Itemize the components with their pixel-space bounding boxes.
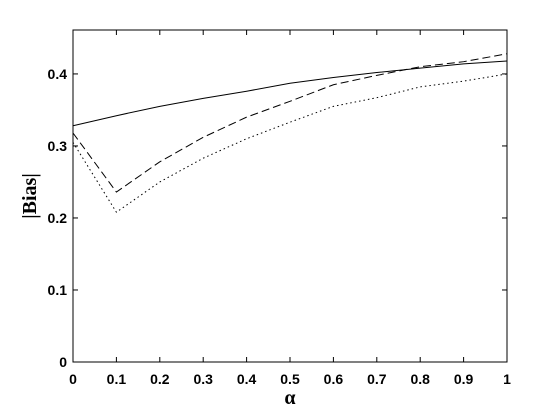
series-line xyxy=(72,73,508,213)
x-tick-label: 0.3 xyxy=(193,371,213,387)
y-tick-label: 0.2 xyxy=(48,210,68,226)
x-tick-label: 0.7 xyxy=(367,371,387,387)
series-line xyxy=(72,53,508,193)
x-tick-label: 0.1 xyxy=(107,371,127,387)
x-tick-label: 0.4 xyxy=(237,371,257,387)
y-tick-label: 0.1 xyxy=(48,282,68,298)
x-tick-label: 0.8 xyxy=(410,371,430,387)
x-tick-label: 0.9 xyxy=(454,371,474,387)
series-line xyxy=(72,60,508,127)
x-tick-label: 0 xyxy=(69,371,77,387)
y-axis-label: |Bias| xyxy=(19,173,41,219)
y-tick-label: 0 xyxy=(59,354,67,370)
x-tick-label: 0.5 xyxy=(280,371,300,387)
x-tick-label: 0.2 xyxy=(150,371,170,387)
y-tick-label: 0.3 xyxy=(48,138,68,154)
y-tick-label: 0.4 xyxy=(48,66,68,82)
x-tick-label: 0.6 xyxy=(324,371,344,387)
x-axis-label: α xyxy=(284,387,295,409)
x-tick-label: 1 xyxy=(503,371,511,387)
